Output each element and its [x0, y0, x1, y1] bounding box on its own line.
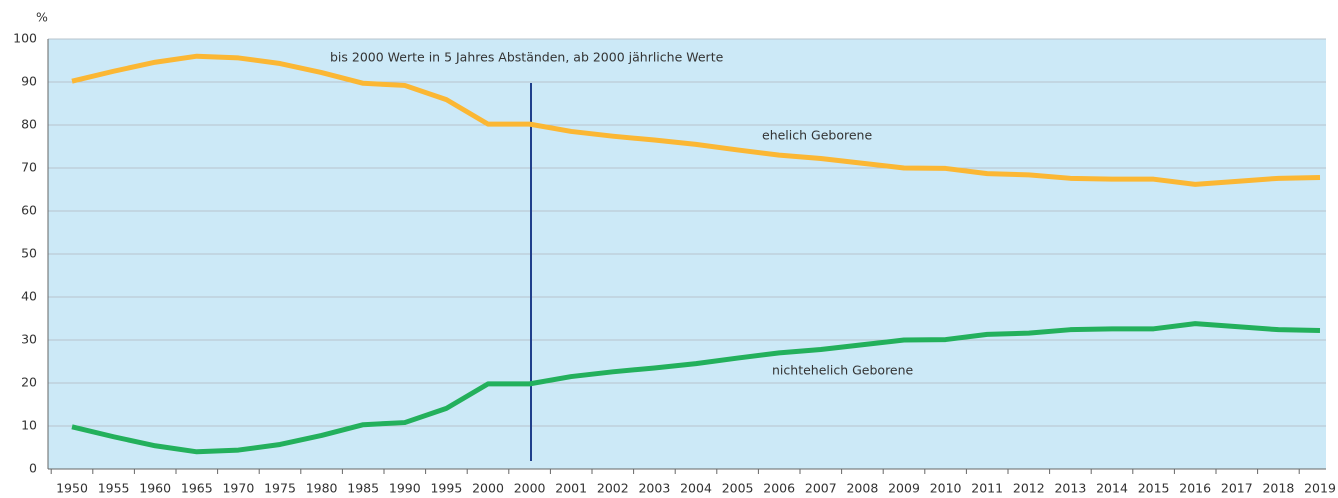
x-tick-label: 1980 — [306, 481, 338, 496]
series-line — [71, 53, 1321, 187]
y-tick-label: 30 — [21, 332, 37, 347]
y-tick-label: 10 — [21, 418, 37, 433]
x-tick-label: 2015 — [1138, 481, 1170, 496]
x-tick-label: 2003 — [638, 481, 670, 496]
series-label: nichtehelich Geborene — [772, 363, 914, 378]
x-tick-label: 1970 — [222, 481, 254, 496]
x-tick-label: 2009 — [888, 481, 920, 496]
y-tick-label: 100 — [13, 31, 37, 46]
x-tick-label: 2006 — [763, 481, 795, 496]
x-tick-label: 2013 — [1054, 481, 1086, 496]
x-tick-label: 2000 — [472, 481, 504, 496]
annotation: bis 2000 Werte in 5 Jahres Abständen, ab… — [330, 50, 724, 65]
y-tick-label: 0 — [29, 461, 37, 476]
x-tick-label: 1975 — [264, 481, 296, 496]
series-line — [71, 321, 1321, 455]
series-label: ehelich Geborene — [762, 128, 872, 143]
x-tick-label: 2007 — [805, 481, 837, 496]
x-tick-label: 2010 — [930, 481, 962, 496]
x-tick-label: 2004 — [680, 481, 712, 496]
y-tick-label: 60 — [21, 203, 37, 218]
y-tick-label: 80 — [21, 117, 37, 132]
x-tick-label: 2001 — [555, 481, 587, 496]
x-tick-label: 2017 — [1221, 481, 1253, 496]
x-tick-label: 2019 — [1304, 481, 1336, 496]
x-tick-label: 2000 — [514, 481, 546, 496]
x-tick-label: 2002 — [597, 481, 629, 496]
x-tick-label: 1990 — [389, 481, 421, 496]
x-tick-label: 2011 — [971, 481, 1003, 496]
x-tick-label: 1950 — [56, 481, 88, 496]
x-tick-label: 2005 — [722, 481, 754, 496]
x-tick-label: 2016 — [1179, 481, 1211, 496]
y-tick-label: 70 — [21, 160, 37, 175]
y-tick-label: 50 — [21, 246, 37, 261]
y-axis-label: % — [36, 10, 48, 25]
x-tick-label: 1985 — [347, 481, 379, 496]
x-tick-label: 1995 — [430, 481, 462, 496]
x-tick-label: 2008 — [846, 481, 878, 496]
x-tick-label: 2012 — [1013, 481, 1045, 496]
y-tick-label: 20 — [21, 375, 37, 390]
x-tick-label: 1955 — [98, 481, 130, 496]
y-tick-label: 40 — [21, 289, 37, 304]
y-tick-label: 90 — [21, 74, 37, 89]
x-tick-label: 2018 — [1262, 481, 1294, 496]
x-tick-label: 2014 — [1096, 481, 1128, 496]
x-tick-label: 1960 — [139, 481, 171, 496]
x-tick-label: 1965 — [181, 481, 213, 496]
